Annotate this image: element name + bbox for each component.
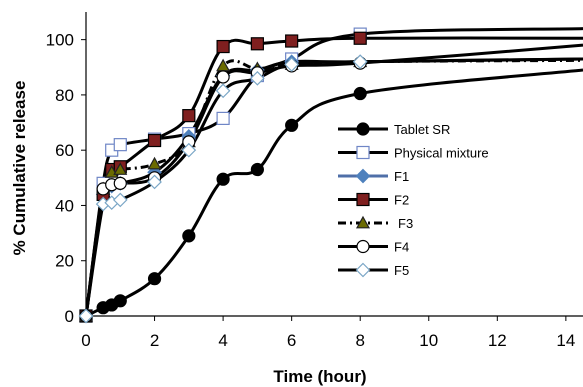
x-tick-label: 8 (355, 331, 364, 350)
data-point (147, 133, 162, 148)
legend-label: F1 (394, 169, 409, 184)
x-tick-label: 14 (556, 331, 575, 350)
axes: 0 20 40 60 80 100 0 2 4 6 8 10 12 14 (46, 12, 583, 350)
legend-marker (356, 239, 370, 254)
y-tick-label: 100 (46, 31, 74, 50)
data-point (250, 70, 265, 86)
y-tick-label: 0 (65, 307, 74, 326)
data-point (285, 34, 299, 48)
y-tick-label: 80 (55, 86, 74, 105)
legend: Tablet SR Physical mixture F1 F2 F3 F4 F5 (338, 122, 489, 278)
legend-marker (355, 262, 371, 278)
legend-label: F5 (394, 263, 409, 278)
legend-marker (356, 145, 370, 160)
legend-label: F2 (394, 193, 409, 208)
y-tick-label: 20 (55, 252, 74, 271)
data-point (285, 118, 299, 132)
data-point (147, 272, 162, 286)
legend-label: F4 (394, 240, 409, 255)
legend-marker (356, 122, 370, 136)
x-tick-label: 12 (488, 331, 507, 350)
data-point (147, 174, 162, 190)
data-point (147, 156, 162, 170)
legend-marker (355, 168, 371, 184)
data-point (353, 31, 367, 45)
legend-marker (356, 192, 370, 207)
series-line-f4 (84, 43, 583, 317)
data-point (113, 294, 127, 308)
data-point (113, 176, 127, 190)
x-tick-label: 10 (419, 331, 438, 350)
data-point (113, 138, 127, 152)
y-axis-title: % Cumulative release (10, 81, 29, 256)
data-point (182, 109, 196, 123)
x-tick-label: 6 (287, 331, 296, 350)
x-axis-title: Time (hour) (273, 367, 366, 386)
data-point (352, 54, 368, 70)
data-point (78, 308, 94, 324)
data-point (250, 37, 264, 51)
legend-label: Tablet SR (394, 122, 450, 137)
data-point (284, 57, 300, 72)
legend-marker (355, 215, 371, 229)
legend-label: Physical mixture (394, 146, 489, 161)
data-point (113, 162, 128, 175)
data-point (216, 70, 230, 84)
data-point (215, 83, 231, 99)
data-point (181, 142, 197, 158)
data-point (216, 172, 230, 186)
x-tick-label: 4 (218, 331, 227, 350)
data-point (216, 111, 230, 126)
x-tick-label: 2 (150, 331, 159, 350)
data-point (353, 86, 367, 101)
data-point (216, 39, 230, 54)
data-point (250, 162, 264, 177)
data-point (182, 229, 196, 243)
series-markers (78, 27, 368, 324)
x-tick-label: 0 (81, 331, 90, 350)
legend-label: F3 (398, 216, 413, 231)
y-tick-label: 60 (55, 141, 74, 160)
y-tick-label: 40 (55, 196, 74, 215)
data-point (112, 192, 128, 208)
